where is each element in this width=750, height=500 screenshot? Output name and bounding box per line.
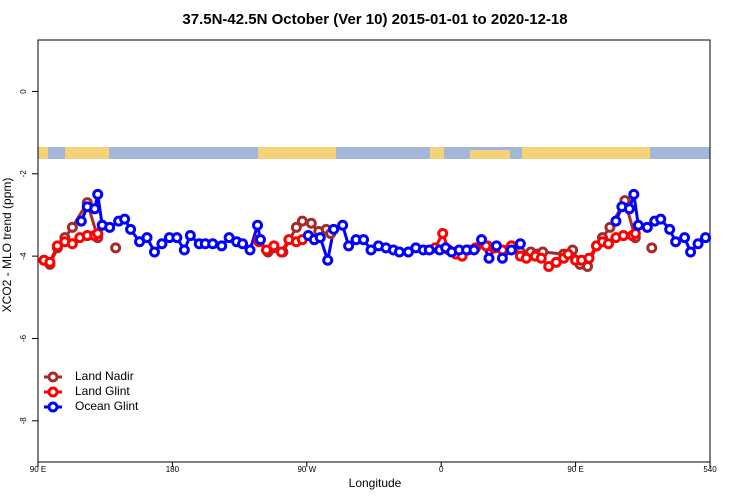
data-point xyxy=(290,221,302,233)
data-point xyxy=(670,236,682,248)
data-point xyxy=(216,240,228,252)
data-point xyxy=(641,221,653,233)
map-land xyxy=(430,147,444,159)
map-land xyxy=(38,147,48,159)
data-point xyxy=(171,232,183,244)
data-point xyxy=(92,188,104,200)
legend-marker xyxy=(47,401,59,413)
data-point xyxy=(610,215,622,227)
data-point xyxy=(119,213,131,225)
data-point xyxy=(562,248,574,260)
data-point xyxy=(252,219,264,231)
x-axis-label: Longitude xyxy=(349,476,402,490)
data-point xyxy=(617,230,629,242)
world-map-strip xyxy=(38,147,710,159)
data-point xyxy=(305,217,317,229)
data-point xyxy=(104,221,116,233)
data-point xyxy=(207,238,219,250)
data-point xyxy=(75,215,87,227)
data-point xyxy=(664,223,676,235)
map-land xyxy=(258,147,336,159)
data-point xyxy=(393,246,405,258)
data-point xyxy=(476,234,488,246)
data-point xyxy=(184,230,196,242)
data-point xyxy=(490,240,502,252)
data-point xyxy=(483,252,495,264)
data-point xyxy=(244,244,256,256)
data-point xyxy=(358,234,370,246)
y-tick-label: -6 xyxy=(19,334,28,342)
legend-label: Land Nadir xyxy=(75,369,134,383)
data-point xyxy=(92,228,104,240)
data-point xyxy=(178,244,190,256)
x-tick-label: 0 xyxy=(439,465,444,474)
data-point xyxy=(343,240,355,252)
data-point xyxy=(520,252,532,264)
legend-marker xyxy=(47,386,59,398)
legend-label: Ocean Glint xyxy=(75,399,139,413)
data-point xyxy=(496,252,508,264)
data-point xyxy=(423,244,435,256)
data-point xyxy=(141,232,153,244)
data-point xyxy=(685,246,697,258)
data-point xyxy=(322,254,334,266)
data-point xyxy=(505,244,517,256)
x-tick-label: 180 xyxy=(166,465,180,474)
data-point xyxy=(337,219,349,231)
data-point xyxy=(328,223,340,235)
map-land xyxy=(470,150,510,159)
data-point xyxy=(237,238,249,250)
data-point xyxy=(156,238,168,250)
y-tick-label: -2 xyxy=(19,170,28,178)
data-point xyxy=(275,246,287,258)
plot-frame xyxy=(37,39,711,463)
legend-label: Land Glint xyxy=(75,384,130,398)
y-tick-label: 0 xyxy=(19,89,28,94)
map-land xyxy=(65,147,109,159)
data-point xyxy=(314,232,326,244)
x-tick-label: 90 E xyxy=(567,465,583,474)
x-tick-label: 540 xyxy=(703,465,717,474)
data-point xyxy=(646,242,658,254)
data-point xyxy=(125,223,137,235)
data-point xyxy=(602,238,614,250)
data-point xyxy=(110,242,122,254)
y-tick-label: -4 xyxy=(19,252,28,260)
data-point xyxy=(468,244,480,256)
data-point xyxy=(700,232,712,244)
legend-marker xyxy=(47,371,59,383)
data-point xyxy=(632,219,644,231)
data-point xyxy=(692,238,704,250)
chart-title: 37.5N-42.5N October (Ver 10) 2015-01-01 … xyxy=(182,11,567,28)
data-point xyxy=(44,256,56,268)
data-point xyxy=(296,215,308,227)
data-point xyxy=(66,221,78,233)
data-point xyxy=(514,238,526,250)
x-tick-label: 90 E xyxy=(30,465,46,474)
data-point xyxy=(655,213,667,225)
data-point xyxy=(535,252,547,264)
data-point xyxy=(66,238,78,250)
data-point xyxy=(148,246,160,258)
data-point xyxy=(679,232,691,244)
data-point xyxy=(437,228,449,240)
data-point xyxy=(583,252,595,264)
data-point xyxy=(89,203,101,215)
y-tick-label: -8 xyxy=(19,417,28,425)
data-point xyxy=(604,221,616,233)
y-axis-label: XCO2 - MLO trend (ppm) xyxy=(0,178,14,313)
x-tick-label: 90 W xyxy=(297,465,316,474)
data-point xyxy=(623,203,635,215)
map-land xyxy=(522,147,650,159)
data-point xyxy=(255,234,267,246)
data-point xyxy=(268,240,280,252)
data-point xyxy=(628,188,640,200)
